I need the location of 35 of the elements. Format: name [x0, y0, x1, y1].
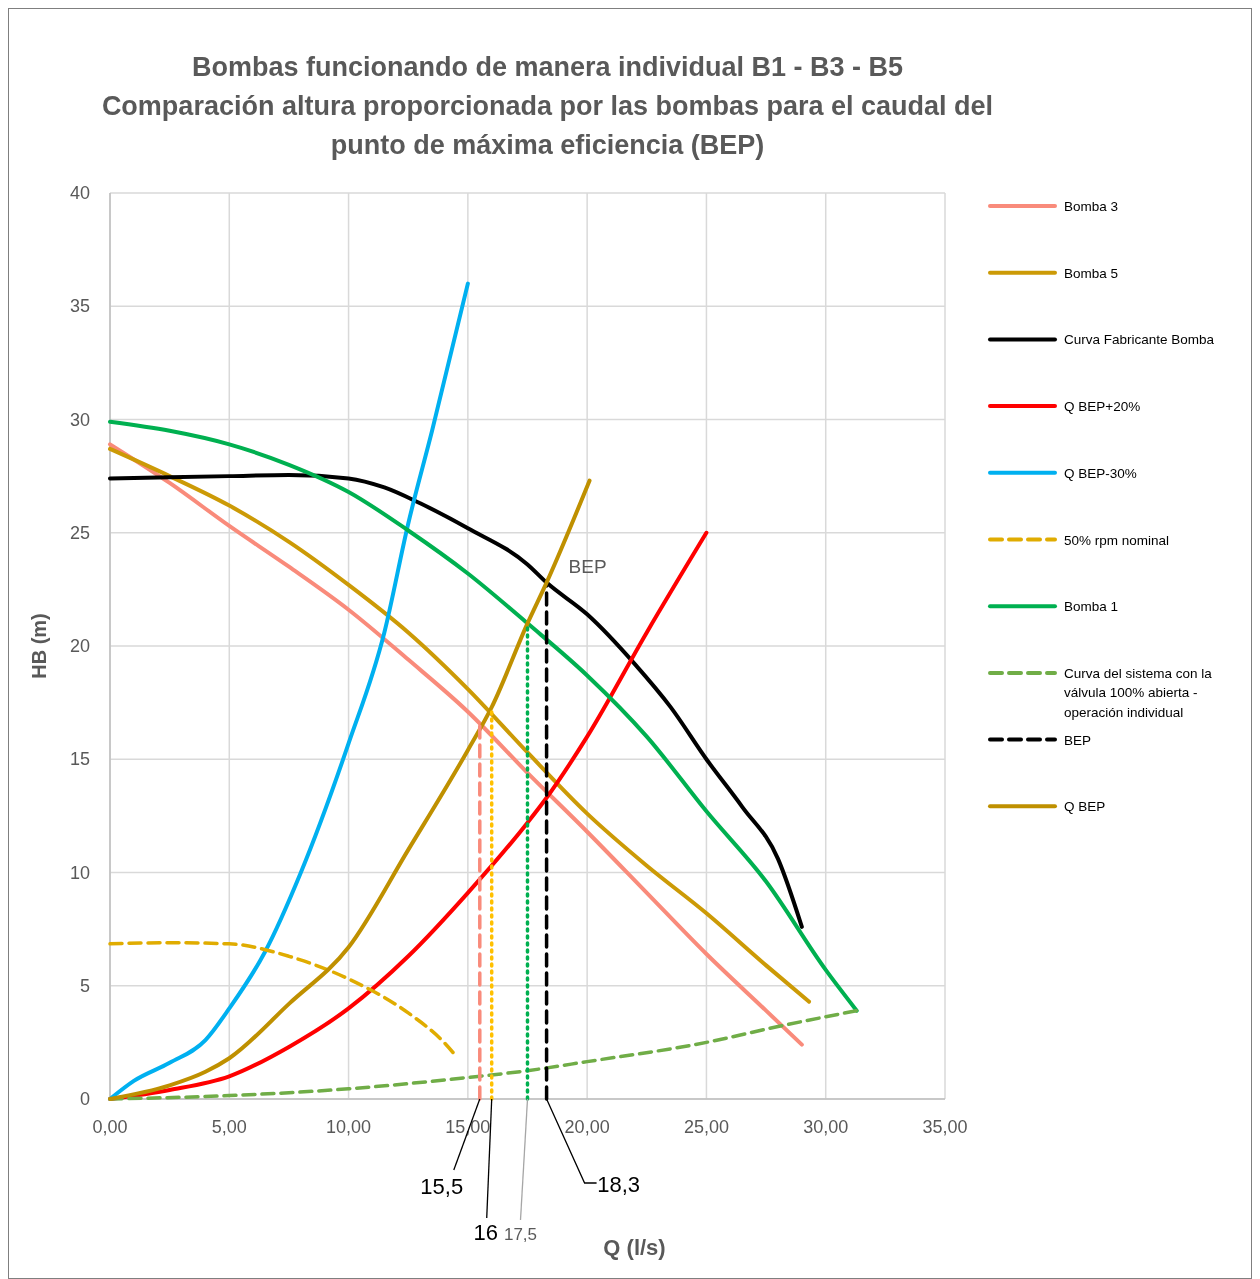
chart-title: Bombas funcionando de manera individual B1 - B3 - B5 [191, 52, 904, 82]
annotation: 15,5 [420, 1174, 464, 1199]
annotation: 18,3 [597, 1172, 640, 1197]
x-axis-title: Q (l/s) [603, 1235, 666, 1260]
legend-label: 50% rpm nominal [1064, 532, 1170, 548]
x-tick-label: 30,00 [803, 1117, 849, 1137]
legend-label: Q BEP-30% [1064, 465, 1137, 481]
y-axis-title: HB (m) [28, 613, 50, 679]
annotation: 17,5 [503, 1225, 538, 1244]
y-tick-label: 5 [79, 975, 90, 996]
legend-label: Curva del sistema con la válvula 100% abierta - operación individual [1064, 665, 1213, 720]
x-tick-label: 25,00 [683, 1117, 729, 1137]
y-tick-label: 35 [69, 296, 90, 317]
y-tick-label: 0 [79, 1089, 90, 1109]
legend-label: Bomba 3 [1064, 199, 1119, 214]
x-tick-label: 10,00 [326, 1117, 372, 1137]
legend-label: Q BEP+20% [1064, 399, 1141, 415]
x-tick-label: 35,00 [922, 1117, 968, 1137]
chart-subtitle: Comparación altura proporcionada por las bombas para el caudal del punto de máxima eficiencia (BEP) [101, 91, 994, 160]
y-tick-label: 20 [69, 636, 90, 656]
x-tick-label: 20,00 [564, 1117, 610, 1137]
legend-label: Bomba 5 [1064, 265, 1119, 281]
annotation: 16 [473, 1220, 498, 1245]
legend-label: Q BEP [1064, 799, 1106, 815]
y-tick-label: 15 [69, 749, 90, 770]
y-tick-label: 10 [69, 862, 90, 883]
x-tick-label: 5,00 [211, 1117, 247, 1137]
legend-label: Bomba 1 [1064, 599, 1119, 615]
legend-label: Curva Fabricante Bomba [1064, 332, 1215, 348]
x-tick-label: 0,00 [92, 1117, 128, 1137]
legend-label: BEP [1064, 732, 1092, 748]
y-tick-label: 40 [69, 183, 90, 203]
y-tick-label: 25 [69, 522, 90, 543]
y-tick-label: 30 [69, 409, 90, 430]
annotation: BEP [568, 555, 607, 577]
